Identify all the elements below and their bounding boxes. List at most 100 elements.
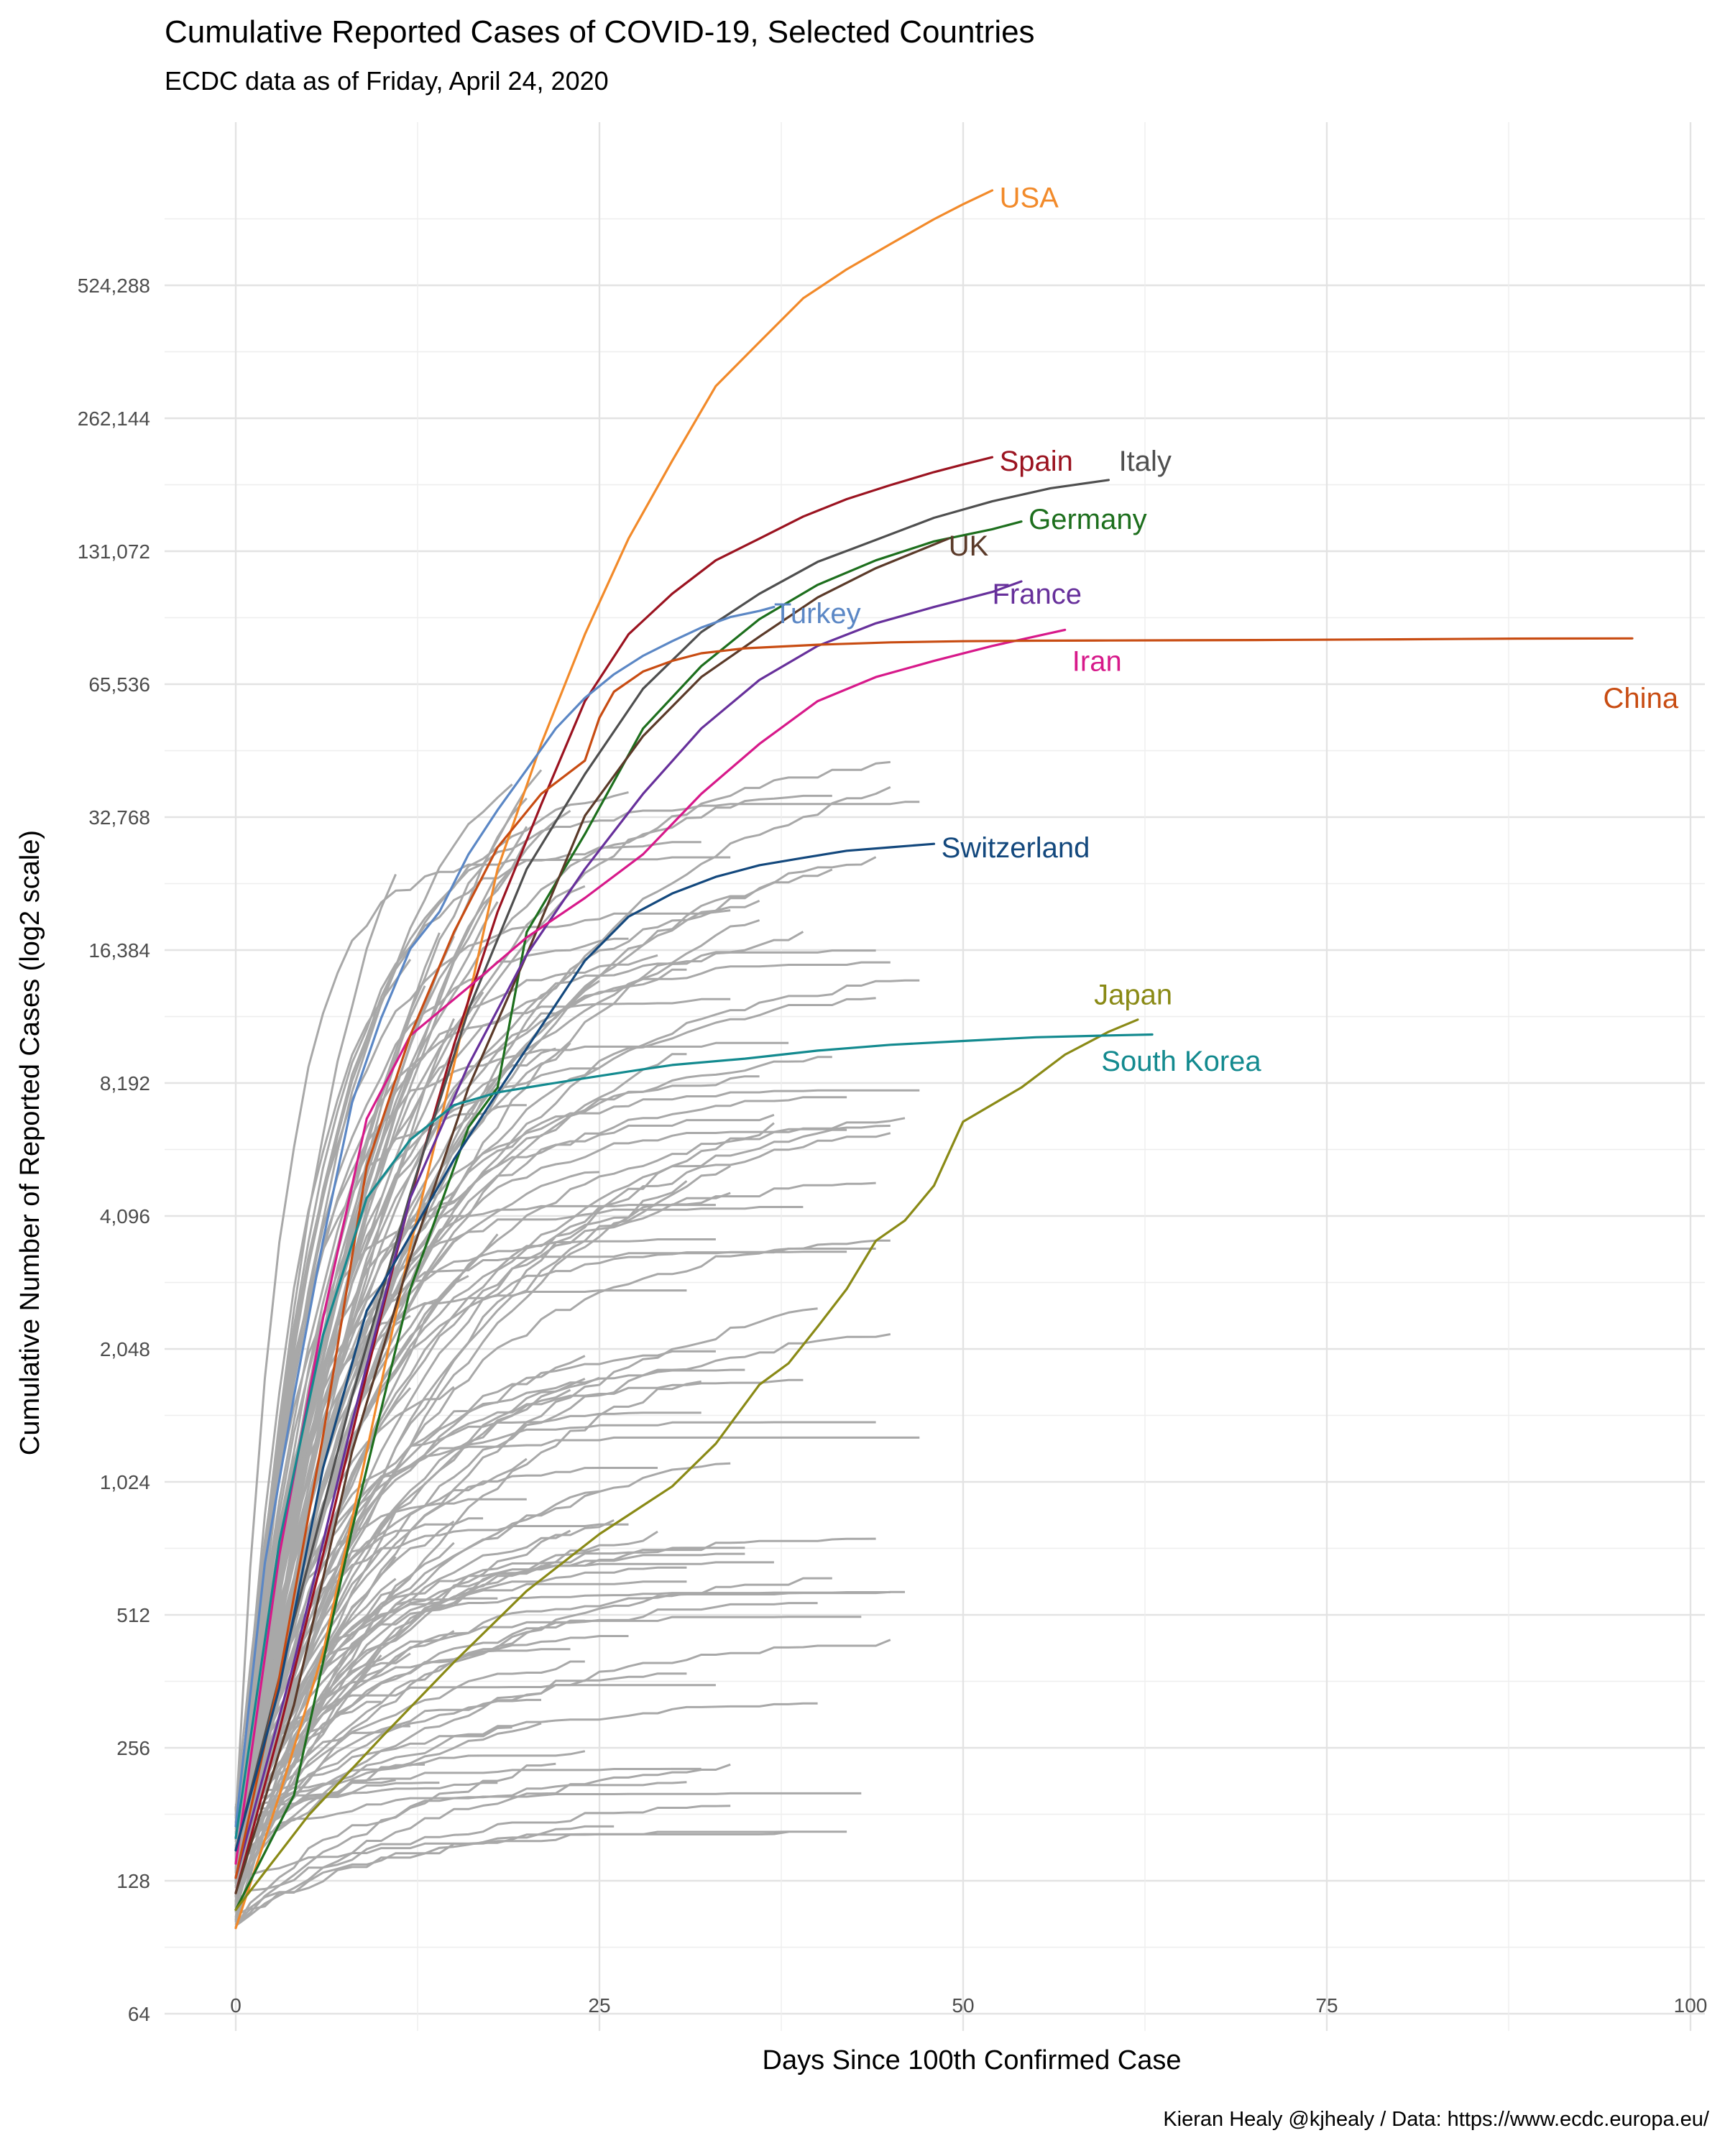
background-series-line	[234, 1238, 716, 1898]
background-series-line	[234, 1590, 905, 1853]
series-label-iran: Iran	[1072, 646, 1122, 678]
y-tick-label: 65,536	[88, 673, 150, 696]
y-tick-label: 32,768	[88, 806, 150, 829]
background-series-line	[235, 1726, 512, 1853]
y-axis-title: Cumulative Number of Reported Cases (log…	[15, 830, 45, 1455]
background-series-line	[234, 1067, 599, 1849]
series-labels: USA Spain Italy Germany UK Turkey France Iran Ch…	[774, 182, 1679, 1077]
series-line-turkey	[234, 605, 776, 1828]
y-tick-label: 1,024	[100, 1471, 150, 1493]
background-series-line	[234, 856, 731, 1819]
background-series-line	[235, 1702, 818, 1809]
background-series-line	[234, 968, 687, 1908]
series-line-uk	[234, 537, 950, 1894]
background-series-line	[234, 1591, 891, 1857]
series-label-france: France	[992, 579, 1082, 610]
background-series-line	[234, 959, 412, 1864]
chart-title: Cumulative Reported Cases of COVID-19, S…	[165, 14, 1035, 50]
background-series-line	[234, 1523, 629, 1809]
background-series-line	[234, 1511, 397, 1913]
y-tick-label: 4,096	[100, 1205, 150, 1227]
x-tick-label: 0	[230, 1994, 242, 2017]
background-series-line	[234, 1421, 876, 1828]
highlighted-country-lines	[234, 189, 1634, 1930]
background-series-line	[234, 1206, 804, 1903]
series-label-usa: USA	[1000, 182, 1059, 213]
background-series-line	[234, 1467, 658, 1865]
background-series-line	[234, 1041, 789, 1879]
series-line-south-korea	[234, 1033, 1154, 1839]
x-tick-label: 25	[588, 1994, 610, 2017]
x-tick-label: 50	[952, 1994, 974, 2017]
x-tick-label: 75	[1315, 1994, 1338, 2017]
series-label-china: China	[1604, 683, 1679, 714]
y-tick-label: 8,192	[100, 1072, 150, 1095]
series-line-france	[234, 580, 1023, 1879]
series-label-spain: Spain	[1000, 446, 1073, 477]
series-line-switzerland	[234, 842, 936, 1852]
chart-caption: Kieran Healy @kjhealy / Data: https://ww…	[1163, 2108, 1710, 2131]
background-series-line	[234, 1517, 484, 1887]
background-series-line	[234, 1602, 818, 1821]
background-series-line	[234, 954, 658, 1863]
chart-subtitle: ECDC data as of Friday, April 24, 2020	[165, 66, 609, 96]
background-series-line	[234, 794, 832, 1841]
background-series-line	[234, 1368, 745, 1839]
background-series-line	[235, 1763, 731, 1927]
background-series-line	[234, 1767, 702, 1860]
background-series-line	[234, 1436, 920, 1902]
background-series-line	[234, 1350, 716, 1868]
y-axis-ticks: 64 128 256 512 1,024 2,048 4,096 8,192 16,384 32,…	[78, 275, 150, 2025]
series-label-turkey: Turkey	[774, 598, 861, 630]
background-series-line	[234, 1275, 469, 1883]
y-tick-label: 262,144	[78, 407, 150, 430]
background-series-line	[234, 1781, 687, 1927]
background-series-line	[234, 801, 920, 1882]
y-tick-label: 524,288	[78, 275, 150, 297]
background-series-line	[234, 841, 702, 1884]
background-series-line	[234, 1122, 775, 1874]
x-tick-label: 100	[1674, 1994, 1708, 2017]
y-tick-label: 64	[128, 2003, 150, 2025]
y-tick-label: 2,048	[100, 1338, 150, 1360]
series-line-usa	[234, 189, 994, 1930]
background-series-line	[234, 1547, 745, 1905]
background-series-line	[234, 1684, 716, 1811]
series-label-japan: Japan	[1094, 980, 1172, 1011]
background-series-line	[234, 1096, 847, 1846]
background-series-line	[235, 1782, 440, 1833]
background-series-line	[234, 1548, 600, 1925]
background-series-line	[234, 1537, 876, 1827]
background-series-line	[234, 961, 891, 1907]
y-tick-label: 256	[116, 1737, 150, 1759]
background-series-line	[234, 873, 397, 1872]
series-line-spain	[234, 456, 994, 1894]
series-line-japan	[234, 1018, 1139, 1911]
background-series-line	[234, 1333, 891, 1810]
series-label-italy: Italy	[1119, 446, 1172, 477]
x-axis-ticks: 0 25 50 75 100	[230, 1994, 1707, 2017]
series-line-germany	[234, 520, 1023, 1911]
background-series-line	[234, 1830, 789, 1925]
x-axis-title: Days Since 100th Confirmed Case	[763, 2045, 1182, 2076]
y-tick-label: 512	[116, 1604, 150, 1626]
background-series-line	[234, 791, 629, 1811]
background-series-line	[234, 1672, 687, 1838]
series-label-uk: UK	[949, 530, 989, 562]
background-series-line	[234, 1616, 862, 1870]
series-label-germany: Germany	[1029, 504, 1147, 535]
background-series-line	[234, 1075, 760, 1857]
background-series-line	[234, 1635, 629, 1871]
series-label-switzerland: Switzerland	[942, 832, 1090, 864]
background-series-line	[234, 1233, 499, 1848]
y-tick-label: 128	[116, 1870, 150, 1892]
series-line-china	[234, 637, 1634, 1879]
y-tick-label: 16,384	[88, 939, 150, 962]
background-series-line	[235, 1805, 731, 1902]
series-label-south-korea: South Korea	[1101, 1046, 1261, 1077]
background-series-line	[235, 1792, 862, 1856]
background-series-line	[234, 1411, 702, 1833]
series-line-iran	[234, 628, 1067, 1865]
y-tick-label: 131,072	[78, 540, 150, 563]
